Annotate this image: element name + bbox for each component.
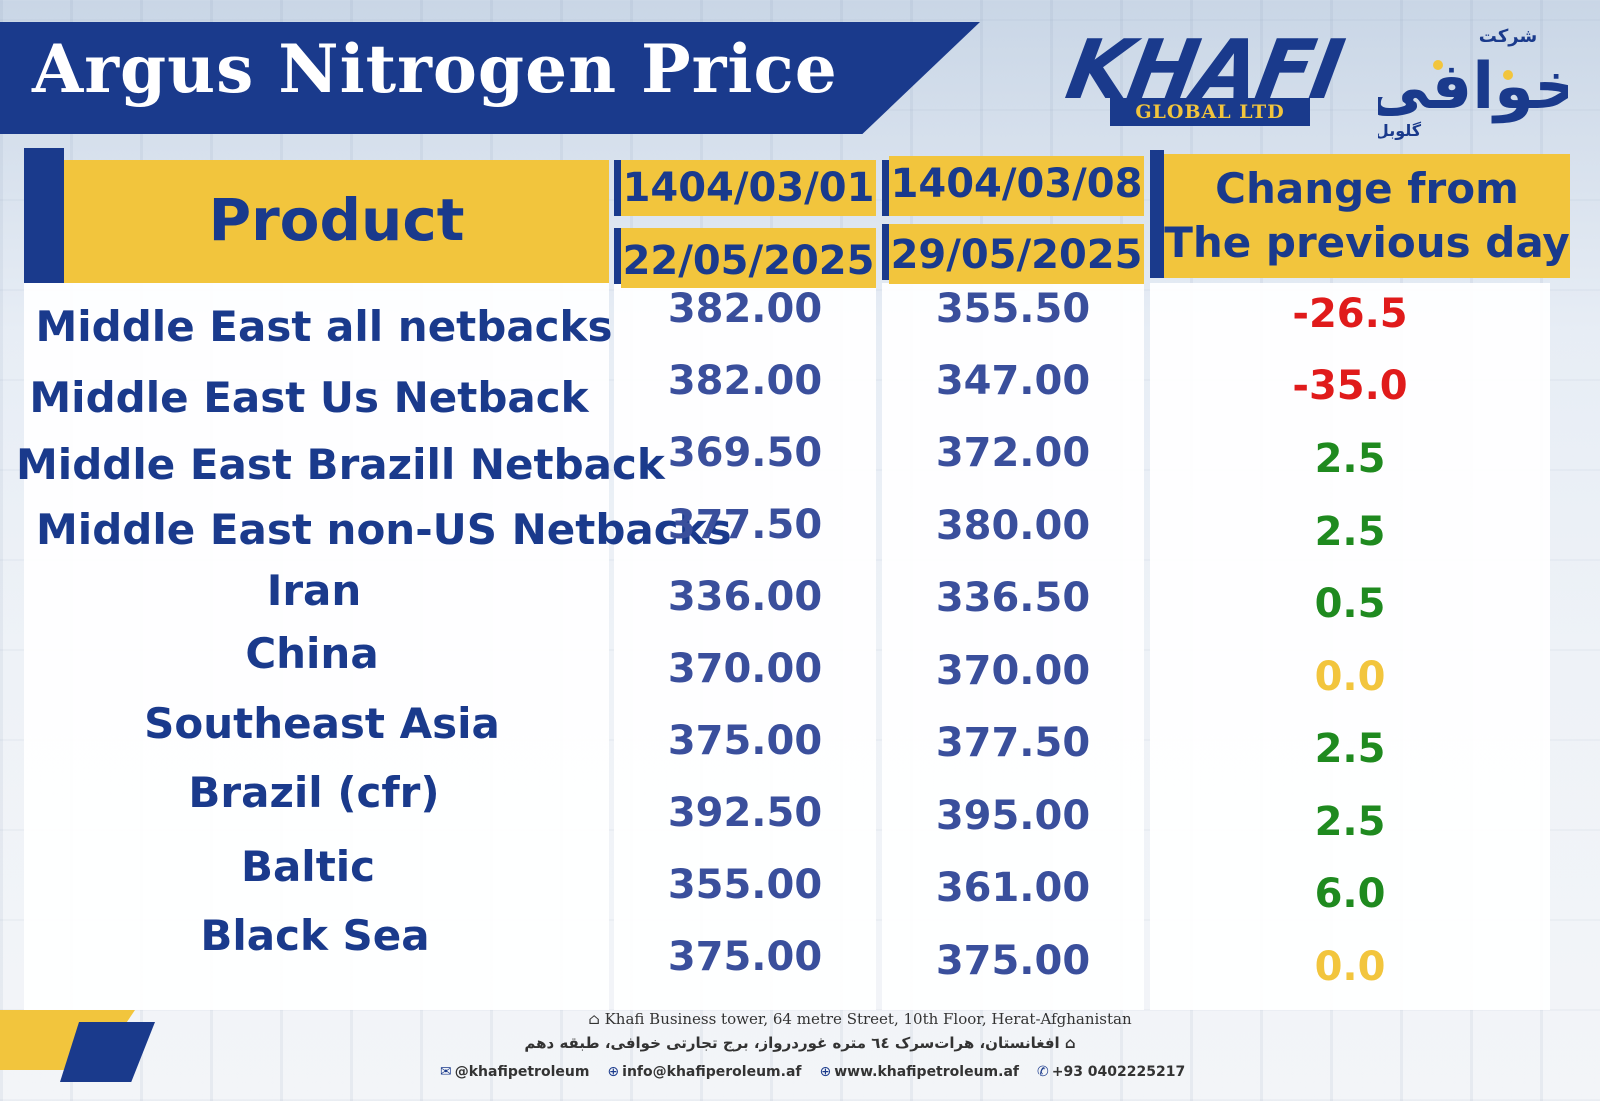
change-header-line2: The previous day bbox=[1164, 218, 1570, 267]
change-value: 2.5 bbox=[1314, 726, 1386, 772]
value-date2: 380.00 bbox=[935, 503, 1091, 549]
phone-contact[interactable]: ✆ +93 0402225217 bbox=[1037, 1064, 1185, 1088]
product-name: Black Sea bbox=[200, 911, 430, 960]
value-date2: 375.00 bbox=[935, 938, 1091, 984]
product-name: Iran bbox=[266, 566, 362, 615]
value-date1: 392.50 bbox=[667, 790, 823, 836]
value-date1: 370.00 bbox=[667, 646, 823, 692]
header-accent-bar bbox=[24, 148, 64, 283]
price-table: Product 1404/03/01 22/05/2025 1404/03/08… bbox=[16, 148, 1579, 1010]
product-name: Middle East Us Netback bbox=[29, 373, 589, 422]
home-icon: ⌂ bbox=[588, 1010, 605, 1028]
date2-column-bg bbox=[882, 283, 1144, 1010]
logo-drop-icon bbox=[1433, 60, 1443, 70]
header-accent-bar bbox=[882, 160, 889, 216]
home-icon: ⌂ bbox=[1059, 1034, 1076, 1052]
value-date1: 382.00 bbox=[667, 358, 823, 404]
change-value: 2.5 bbox=[1314, 436, 1386, 482]
value-date2: 336.50 bbox=[935, 575, 1091, 621]
header-accent-bar bbox=[1150, 150, 1164, 278]
email-address: info@khafiperoleum.af bbox=[622, 1064, 802, 1080]
change-value: -35.0 bbox=[1292, 363, 1408, 409]
footer-address-en: ⌂ Khafi Business tower, 64 metre Street,… bbox=[60, 1010, 1600, 1028]
logo-arabic-main: خوافی bbox=[1378, 50, 1568, 124]
website-url: www.khafipetroleum.af bbox=[834, 1064, 1019, 1080]
value-date2: 395.00 bbox=[935, 793, 1091, 839]
title-banner bbox=[0, 22, 980, 134]
mail-icon: ✉ bbox=[440, 1064, 452, 1080]
value-date1: 382.00 bbox=[667, 286, 823, 332]
phone-number: +93 0402225217 bbox=[1051, 1064, 1186, 1080]
change-value: 6.0 bbox=[1314, 871, 1386, 917]
date2-persian-header: 1404/03/08 bbox=[889, 156, 1144, 216]
product-header: Product bbox=[64, 160, 609, 283]
logo-arabic: شرکت خوافی گلوبل bbox=[1378, 26, 1568, 140]
value-date2: 370.00 bbox=[935, 648, 1091, 694]
product-name: Baltic bbox=[240, 842, 376, 891]
footer-address-fa: افغانستان، هرات‌سرک ٦٤ متره غوردرواز، بر… bbox=[0, 1034, 1600, 1052]
change-header: Change from The previous day bbox=[1164, 154, 1570, 278]
social-contact[interactable]: ✉ @khafipetroleum bbox=[440, 1064, 589, 1088]
change-header-line1: Change from bbox=[1215, 164, 1519, 213]
date1-gregorian-header: 22/05/2025 bbox=[621, 228, 876, 288]
footer-contacts: ✉ @khafipetroleum ⊕ info@khafiperoleum.af … bbox=[440, 1064, 1200, 1088]
change-value: 0.0 bbox=[1314, 654, 1386, 700]
change-value: -26.5 bbox=[1292, 291, 1408, 337]
product-name: China bbox=[245, 629, 379, 678]
product-name: Middle East all netbacks bbox=[35, 302, 613, 351]
value-date2: 361.00 bbox=[935, 865, 1091, 911]
product-name: Southeast Asia bbox=[144, 699, 500, 748]
change-value: 2.5 bbox=[1314, 799, 1386, 845]
value-date2: 347.00 bbox=[935, 358, 1091, 404]
globe-icon: ⊕ bbox=[819, 1064, 832, 1080]
globe-icon: ⊕ bbox=[607, 1064, 620, 1080]
page-title: Argus Nitrogen Price bbox=[32, 30, 838, 108]
change-value: 0.5 bbox=[1314, 581, 1386, 627]
value-date1: 375.00 bbox=[667, 934, 823, 980]
value-date1: 369.50 bbox=[667, 430, 823, 476]
email-contact[interactable]: ⊕ info@khafiperoleum.af bbox=[607, 1064, 801, 1088]
header-accent-bar bbox=[614, 160, 621, 216]
value-date2: 377.50 bbox=[935, 720, 1091, 766]
change-value: 0.0 bbox=[1314, 944, 1386, 990]
logo-arabic-bottom: گلوبل bbox=[1378, 121, 1422, 140]
logo-drop-icon bbox=[1503, 70, 1513, 80]
logo-arabic-top: شرکت bbox=[1479, 26, 1537, 47]
value-date1: 377.50 bbox=[667, 502, 823, 548]
address-en-text: Khafi Business tower, 64 metre Street, 1… bbox=[604, 1010, 1132, 1028]
product-column-bg bbox=[24, 283, 609, 1010]
date1-column-bg bbox=[614, 283, 876, 1010]
value-date1: 355.00 bbox=[667, 862, 823, 908]
product-name: Middle East Brazill Netback bbox=[16, 440, 665, 489]
header-accent-bar bbox=[614, 228, 621, 284]
address-fa-text: افغانستان، هرات‌سرک ٦٤ متره غوردرواز، بر… bbox=[524, 1034, 1060, 1052]
change-value: 2.5 bbox=[1314, 509, 1386, 555]
value-date2: 372.00 bbox=[935, 430, 1091, 476]
product-name: Brazil (cfr) bbox=[188, 768, 440, 817]
social-handle: @khafipetroleum bbox=[454, 1064, 590, 1080]
date1-persian-header: 1404/03/01 bbox=[621, 160, 876, 216]
website-contact[interactable]: ⊕ www.khafipetroleum.af bbox=[819, 1064, 1019, 1088]
product-name: Middle East non-US Netbacks bbox=[36, 505, 732, 554]
phone-icon: ✆ bbox=[1036, 1064, 1049, 1080]
change-column-bg bbox=[1150, 283, 1550, 1010]
date2-gregorian-header: 29/05/2025 bbox=[889, 224, 1144, 284]
value-date1: 336.00 bbox=[667, 574, 823, 620]
value-date2: 355.50 bbox=[935, 286, 1091, 332]
value-date1: 375.00 bbox=[667, 718, 823, 764]
logo-global-ltd: GLOBAL LTD bbox=[1110, 98, 1310, 126]
header-accent-bar bbox=[882, 224, 889, 280]
